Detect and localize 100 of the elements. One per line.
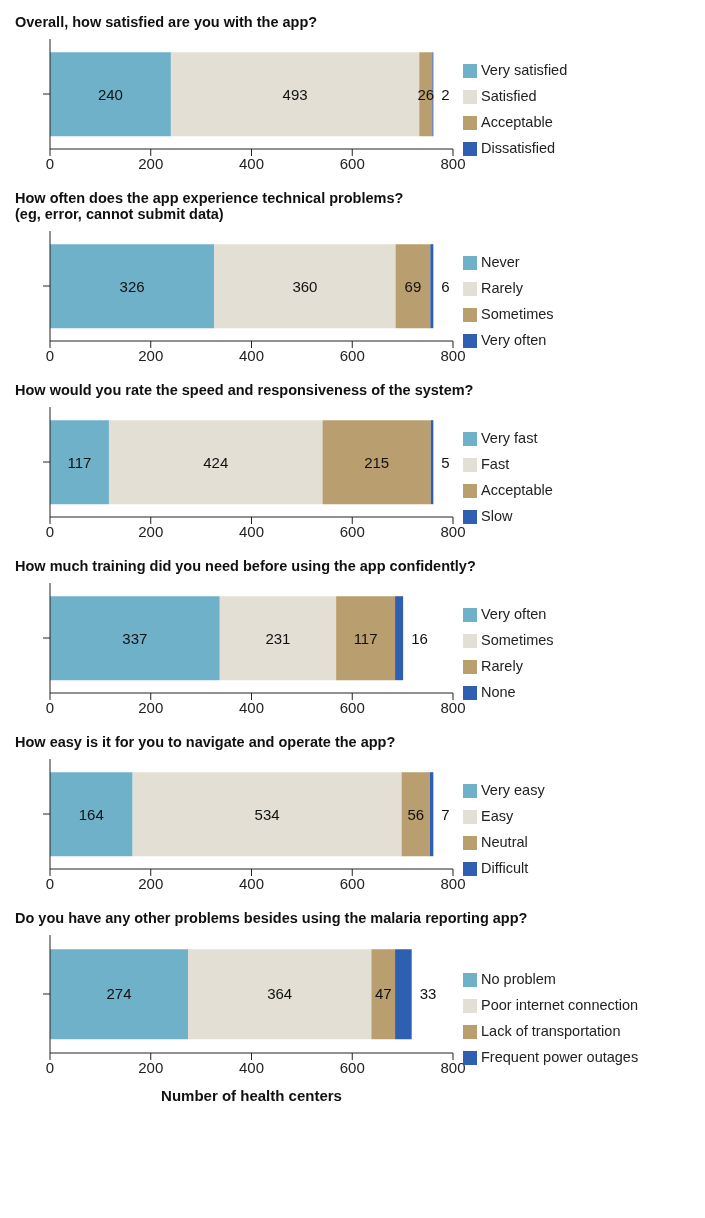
x-tick-label: 400 (238, 698, 265, 716)
x-tick-label: 400 (238, 874, 265, 892)
x-tick-label: 600 (339, 698, 365, 716)
x-tick-label: 400 (238, 1058, 265, 1076)
data-label: 6 (441, 277, 450, 295)
legend-label: Very often (481, 606, 547, 622)
legend-label: Never (481, 254, 520, 270)
x-tick-label: 200 (138, 874, 164, 892)
x-tick-label: 800 (440, 874, 466, 892)
x-tick-label: 800 (440, 154, 466, 172)
data-label: 16 (411, 629, 428, 647)
chart-title: How easy is it for you to navigate and operate the app? (14, 733, 397, 752)
bar (50, 244, 215, 329)
legend-label: Slow (481, 508, 513, 524)
x-tick-label: 0 (45, 154, 55, 172)
bar (430, 244, 434, 329)
bar (322, 420, 431, 505)
x-tick-label: 400 (238, 522, 265, 540)
bar (170, 52, 420, 137)
data-label: 215 (364, 453, 390, 471)
data-label: 231 (265, 629, 291, 647)
bar (219, 596, 337, 681)
data-label: 33 (419, 985, 437, 1003)
legend-label: Acceptable (481, 482, 553, 498)
bar (50, 420, 109, 505)
x-tick-label: 0 (45, 346, 55, 364)
bar (336, 596, 396, 681)
legend-label: Very often (481, 332, 547, 348)
legend-label: Acceptable (481, 114, 553, 130)
chart-title: How would you rate the speed and responsiveness of the system? (14, 381, 475, 400)
data-label: 117 (67, 453, 92, 471)
data-label: 240 (97, 85, 123, 103)
legend-label: Very satisfied (481, 62, 568, 78)
legend-label: Very fast (481, 430, 538, 446)
bar (132, 772, 402, 857)
x-tick-label: 0 (45, 874, 55, 892)
legend-label: Poor internet connection (481, 996, 639, 1013)
x-tick-label: 600 (339, 874, 365, 892)
data-label: 2 (441, 85, 450, 103)
x-tick-label: 800 (440, 346, 466, 364)
data-label: 337 (122, 629, 148, 647)
legend-label: Sometimes (481, 306, 554, 322)
legend-label: Sometimes (481, 632, 554, 648)
x-tick-label: 600 (339, 154, 365, 172)
data-label: 47 (374, 985, 392, 1003)
bar (50, 772, 133, 857)
bar (371, 949, 396, 1040)
bar (395, 596, 404, 681)
bar (50, 949, 189, 1040)
bar (395, 244, 431, 329)
x-tick-label: 200 (138, 698, 164, 716)
x-tick-label: 0 (45, 522, 55, 540)
x-tick-label: 400 (238, 154, 265, 172)
data-label: 534 (254, 805, 280, 823)
chart-title: How much training did you need before using the app confidently? (14, 557, 477, 576)
legend-label: No problem (481, 970, 556, 987)
legend-label: Rarely (481, 280, 523, 296)
x-tick-label: 800 (440, 1058, 466, 1076)
legend-label: Lack of transportation (481, 1022, 621, 1039)
legend-label: Fast (481, 456, 510, 472)
bar (50, 596, 220, 681)
bar (188, 949, 372, 1040)
data-label: 424 (203, 453, 229, 471)
data-label: 364 (267, 985, 293, 1003)
data-label: 360 (292, 277, 318, 295)
legend-label: None (481, 684, 516, 700)
data-label: 69 (404, 277, 422, 295)
data-label: 117 (353, 629, 378, 647)
legend-label: Difficult (481, 860, 529, 876)
chart-title: How often does the app experience technical problems? (eg, error, cannot submit data) (14, 189, 405, 224)
legend-label: Rarely (481, 658, 523, 674)
data-label: 164 (78, 805, 104, 823)
x-tick-label: 200 (138, 1058, 164, 1076)
bar (214, 244, 396, 329)
legend-label: Easy (481, 808, 514, 824)
x-tick-label: 0 (45, 698, 55, 716)
legend-label: Frequent power outages (481, 1048, 639, 1065)
x-tick-label: 600 (339, 1058, 365, 1076)
legend-label: Satisfied (481, 88, 537, 104)
bar (395, 949, 412, 1040)
bar (108, 420, 323, 505)
data-label: 56 (407, 805, 425, 823)
bar (401, 772, 430, 857)
legend-label: Neutral (481, 834, 528, 850)
x-tick-label: 800 (440, 522, 466, 540)
chart-title: Overall, how satisfied are you with the app? (14, 13, 319, 32)
x-tick-label: 600 (339, 346, 365, 364)
legend-label: Dissatisfied (481, 140, 556, 156)
x-tick-label: 200 (138, 154, 164, 172)
legend-label: Very easy (481, 782, 545, 798)
data-label: 5 (441, 453, 450, 471)
data-label: 7 (441, 805, 450, 823)
data-label: 326 (119, 277, 145, 295)
data-label: 493 (282, 85, 308, 103)
x-tick-label: 800 (440, 698, 466, 716)
x-axis-title: Number of health centers (161, 1087, 342, 1104)
chart-title: Do you have any other problems besides using the malaria reporting app? (14, 909, 529, 928)
x-tick-label: 600 (339, 522, 365, 540)
data-label: 274 (106, 985, 132, 1003)
x-tick-label: 200 (138, 346, 164, 364)
